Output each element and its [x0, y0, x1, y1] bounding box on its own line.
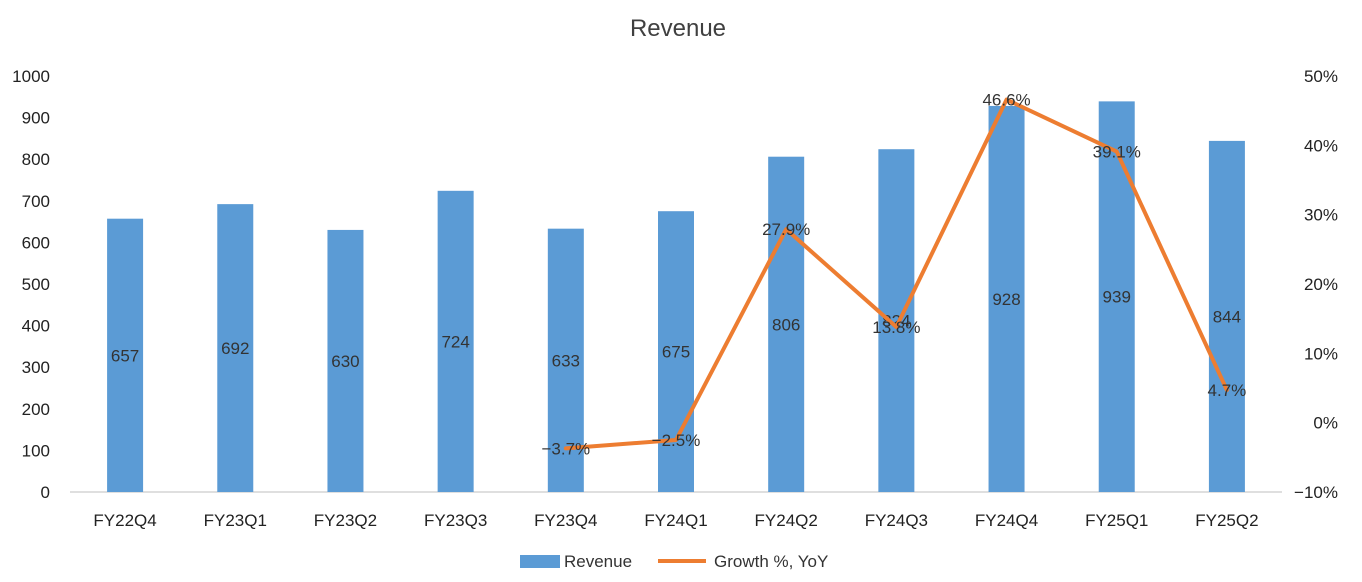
revenue-bar — [1098, 101, 1135, 492]
revenue-bar — [217, 204, 254, 493]
x-category-label: FY24Q4 — [975, 511, 1038, 530]
growth-label: −3.7% — [541, 439, 590, 458]
growth-label: 13.8% — [872, 318, 920, 337]
y-right-axis: −10% 0% 10% 20% 30% 40% 50% — [1294, 67, 1338, 502]
x-category-label: FY23Q3 — [424, 511, 487, 530]
legend-label-revenue: Revenue — [564, 552, 632, 571]
growth-label: −2.5% — [652, 431, 701, 450]
revenue-bar-label: 724 — [441, 332, 469, 351]
growth-label: 27.9% — [762, 220, 810, 239]
revenue-bar — [437, 190, 474, 493]
revenue-bar — [658, 211, 694, 492]
y-right-tick-label: −10% — [1294, 483, 1338, 502]
x-axis-categories: FY22Q4 FY23Q1 FY23Q2 FY23Q3 FY23Q4 FY24Q1 FY24… — [93, 511, 1258, 530]
revenue-bar — [1208, 140, 1245, 492]
y-left-tick-label: 300 — [22, 358, 50, 377]
growth-label: 4.7% — [1208, 381, 1247, 400]
revenue-bar-label: 928 — [992, 290, 1020, 309]
x-category-label: FY25Q1 — [1085, 511, 1148, 530]
y-right-tick-label: 50% — [1304, 67, 1338, 86]
revenue-bar-label: 633 — [552, 351, 580, 370]
y-right-tick-label: 20% — [1304, 275, 1338, 294]
revenue-bar-label: 692 — [221, 339, 249, 358]
growth-line — [563, 97, 1229, 451]
revenue-bar — [327, 229, 364, 493]
legend-label-growth: Growth %, YoY — [714, 552, 828, 571]
growth-label: 39.1% — [1093, 143, 1141, 162]
growth-line-group — [563, 97, 1229, 451]
y-left-tick-label: 900 — [22, 109, 50, 128]
growth-label: 46.6% — [982, 91, 1030, 110]
x-category-label: FY24Q1 — [644, 511, 707, 530]
legend: Revenue Growth %, YoY — [520, 552, 828, 571]
x-category-label: FY23Q2 — [314, 511, 377, 530]
revenue-bar-label: 806 — [772, 315, 800, 334]
y-left-tick-label: 0 — [41, 483, 50, 502]
revenue-bar-label: 630 — [331, 352, 359, 371]
y-right-tick-label: 10% — [1304, 344, 1338, 363]
x-category-label: FY22Q4 — [93, 511, 156, 530]
x-category-label: FY24Q2 — [755, 511, 818, 530]
y-left-tick-label: 200 — [22, 400, 50, 419]
revenue-bar-label: 657 — [111, 346, 139, 365]
legend-swatch-revenue — [520, 555, 560, 568]
revenue-bar-label: 939 — [1103, 288, 1131, 307]
y-left-tick-label: 1000 — [12, 67, 50, 86]
y-left-tick-label: 500 — [22, 275, 50, 294]
x-category-label: FY23Q4 — [534, 511, 597, 530]
y-right-tick-label: 40% — [1304, 136, 1338, 155]
revenue-bars — [107, 101, 1245, 493]
y-right-tick-label: 30% — [1304, 206, 1338, 225]
revenue-bar — [988, 105, 1025, 493]
y-left-tick-label: 400 — [22, 317, 50, 336]
x-category-label: FY24Q3 — [865, 511, 928, 530]
y-left-tick-label: 100 — [22, 441, 50, 460]
y-left-tick-label: 800 — [22, 150, 50, 169]
y-right-tick-label: 0% — [1313, 414, 1338, 433]
revenue-bar — [768, 156, 805, 493]
revenue-bar — [878, 149, 915, 492]
revenue-bar-label: 844 — [1213, 307, 1241, 326]
chart-title: Revenue — [630, 15, 726, 42]
y-left-tick-label: 700 — [22, 192, 50, 211]
x-category-label: FY25Q2 — [1195, 511, 1258, 530]
y-left-tick-label: 600 — [22, 233, 50, 252]
growth-labels: −3.7% −2.5% 27.9% 13.8% 46.6% 39.1% 4.7% — [541, 91, 1246, 459]
y-left-axis: 0 100 200 300 400 500 600 700 800 900 1000 — [12, 67, 50, 502]
x-category-label: FY23Q1 — [204, 511, 267, 530]
revenue-bar-label: 675 — [662, 343, 690, 362]
revenue-bar — [107, 218, 144, 493]
